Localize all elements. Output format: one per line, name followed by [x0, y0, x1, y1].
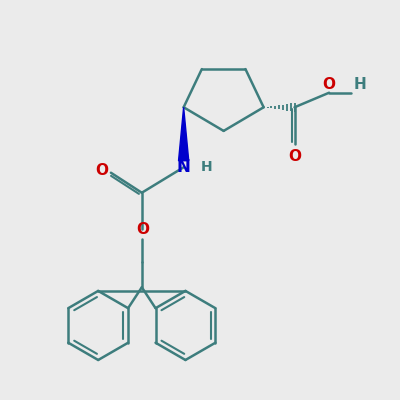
Text: O: O [136, 222, 149, 236]
Text: H: H [201, 160, 212, 174]
Text: O: O [322, 77, 336, 92]
Text: H: H [354, 77, 366, 92]
Text: O: O [288, 149, 301, 164]
Polygon shape [178, 107, 189, 161]
Text: N: N [177, 158, 190, 176]
Text: O: O [95, 164, 108, 178]
